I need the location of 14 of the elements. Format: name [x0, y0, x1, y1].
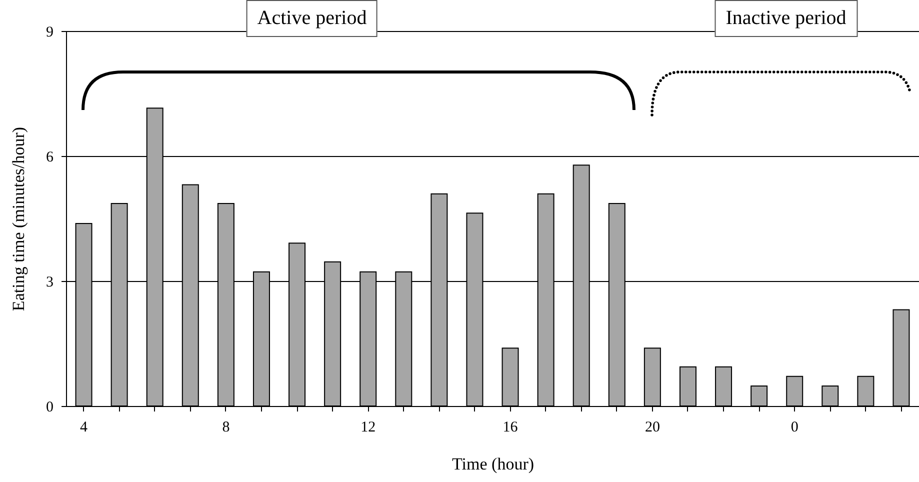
x-tick-label: 16	[502, 420, 518, 436]
text: Inactive period	[714, 0, 858, 37]
x-tick-label: 8	[222, 420, 230, 436]
x-tick-label: 0	[790, 420, 798, 436]
y-tick-label: 3	[46, 274, 54, 290]
x-tick-label: 4	[80, 420, 88, 436]
y-axis-title: Eating time (minutes/hour)	[9, 126, 28, 312]
y-tick-label: 9	[46, 24, 54, 40]
x-axis-title: Time (hour)	[452, 454, 534, 474]
text: Active period	[246, 0, 378, 37]
x-tick-label: 12	[360, 420, 376, 436]
y-tick-label: 0	[46, 400, 54, 416]
y-tick-label: 6	[46, 150, 54, 166]
x-tick-label: 20	[644, 420, 660, 436]
